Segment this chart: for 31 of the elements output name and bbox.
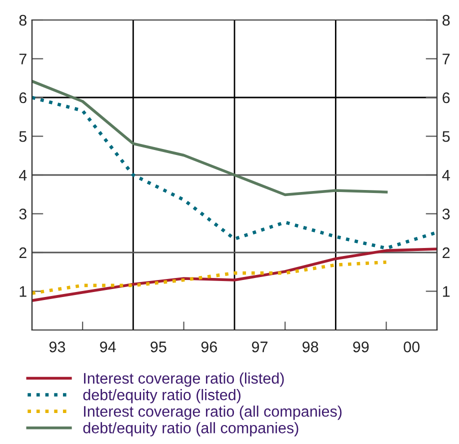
y-tick-label: 5 [19, 131, 26, 142]
legend-label: debt/equity ratio (all companies) [83, 422, 298, 436]
y2-tick-label: 1 [443, 286, 450, 297]
legend-label: Interest coverage ratio (listed) [84, 372, 284, 387]
line-series [32, 80, 388, 196]
y2-tick-label: 5 [442, 131, 450, 142]
y-tick-label: 8 [19, 14, 26, 26]
line-series [32, 96, 437, 250]
x-tick-label: 00 [404, 342, 420, 352]
x-tick-label: 94 [100, 342, 116, 352]
y-tick-label: 7 [19, 54, 26, 64]
y2-tick-label: 6 [442, 92, 450, 104]
y2-tick-label: 7 [442, 54, 450, 64]
y2-tick-label: 2 [442, 247, 450, 258]
y2-tick-label: 8 [442, 14, 450, 26]
x-tick-label: 95 [150, 342, 166, 352]
y-tick-label: 1 [20, 286, 26, 297]
y-tick-label: 2 [19, 247, 26, 258]
y-tick-label: 6 [19, 92, 26, 104]
x-tick-label: 97 [252, 342, 268, 352]
x-tick-label: 93 [49, 342, 66, 352]
x-tick-label: 98 [302, 342, 318, 352]
x-tick-label: 99 [353, 342, 369, 352]
legend-label: debt/equity ratio (listed) [83, 389, 240, 404]
y2-tick-label: 3 [442, 208, 450, 220]
y-tick-label: 3 [19, 208, 26, 220]
y2-tick-label: 4 [442, 170, 450, 181]
line-series [32, 260, 388, 295]
y-tick-label: 4 [18, 170, 27, 181]
x-tick-label: 96 [201, 342, 217, 352]
legend-label: Interest coverage ratio (all companies) [84, 406, 342, 420]
